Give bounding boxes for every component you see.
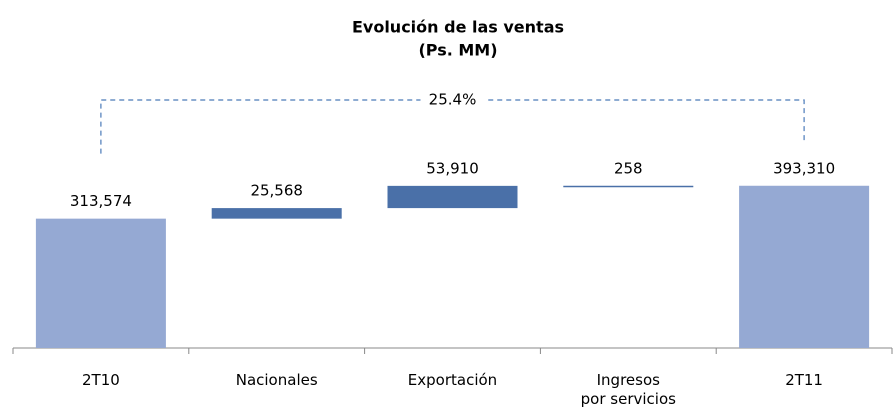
x-tick-label: Nacionales xyxy=(236,371,318,389)
value-label: 258 xyxy=(614,159,643,177)
x-tick-label: 2T11 xyxy=(785,371,823,389)
annotation: 25.4% xyxy=(429,91,477,109)
x-tick-label: 2T10 xyxy=(82,371,120,389)
value-label: 313,574 xyxy=(70,192,132,210)
bar xyxy=(35,218,166,348)
annotation-bg xyxy=(420,90,485,110)
value-label: 53,910 xyxy=(426,159,479,177)
bar xyxy=(387,185,518,209)
bar xyxy=(211,208,342,219)
chart-subtitle: (Ps. MM) xyxy=(418,41,497,60)
x-tick-label: Ingresos por servicios xyxy=(581,371,676,408)
bar xyxy=(563,185,694,188)
value-label: 25,568 xyxy=(250,182,303,200)
value-label: 393,310 xyxy=(773,159,835,177)
x-tick-label: Exportación xyxy=(408,371,497,389)
chart-title: Evolución de las ventas xyxy=(352,18,564,37)
bar xyxy=(739,185,870,348)
